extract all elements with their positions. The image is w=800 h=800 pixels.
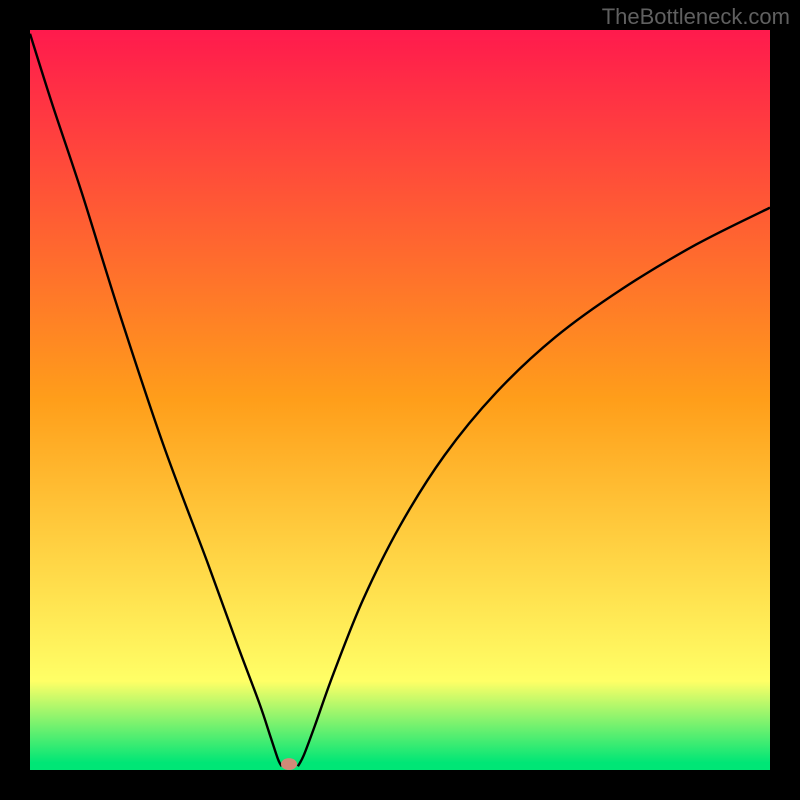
bottleneck-marker	[281, 758, 297, 770]
bottleneck-chart	[30, 30, 770, 770]
curve-left-branch	[30, 34, 282, 767]
curve-right-branch	[298, 208, 770, 767]
chart-svg	[30, 30, 770, 770]
watermark-text: TheBottleneck.com	[602, 4, 790, 30]
